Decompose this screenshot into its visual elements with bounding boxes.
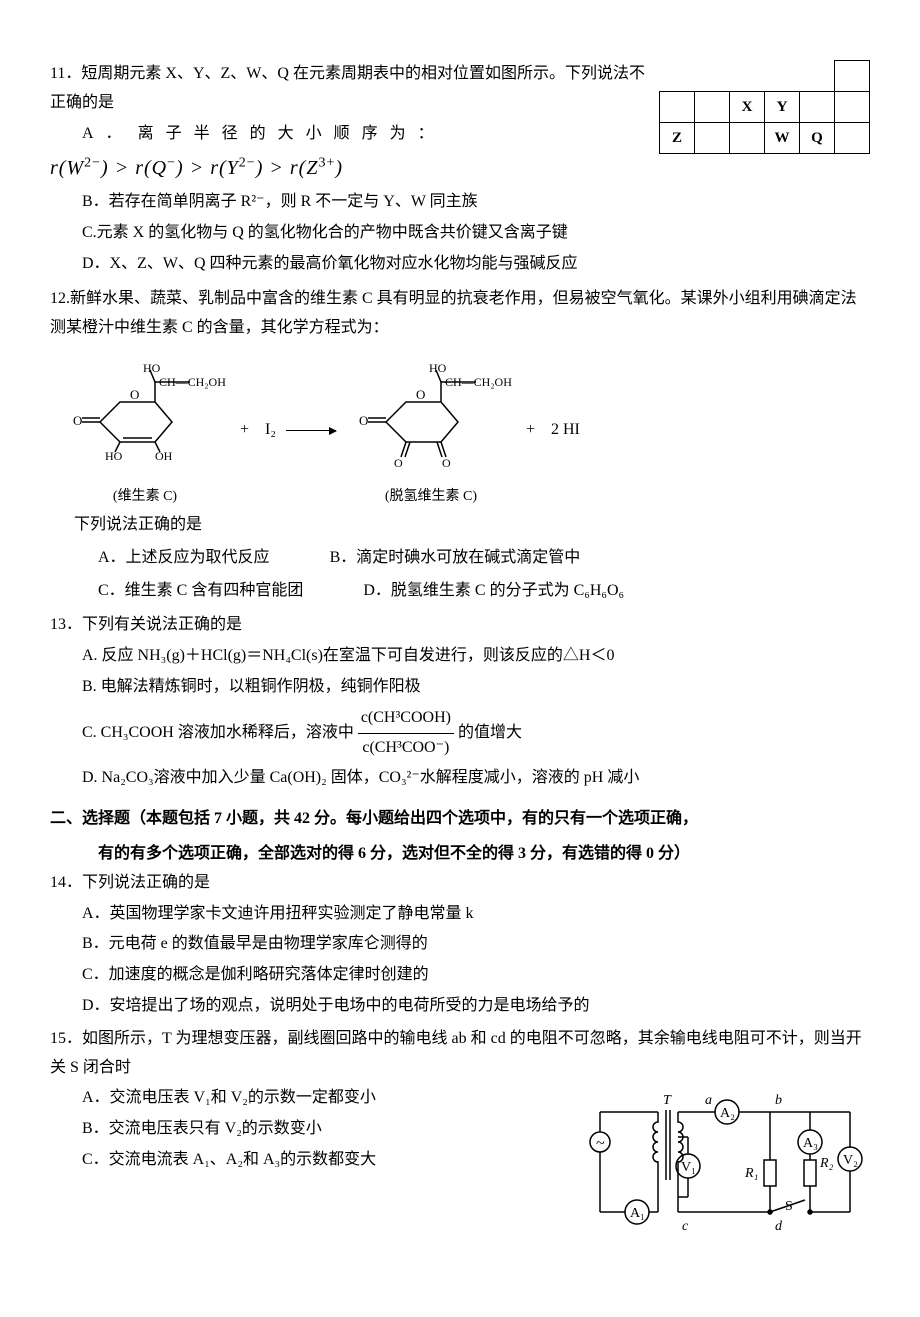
svg-text:a: a [705,1093,712,1108]
question-12: 12.新鲜水果、蔬菜、乳制品中富含的维生素 C 具有明显的抗衰老作用，但易被空气… [50,285,870,608]
cell-r2c2 [695,123,730,154]
svg-text:CH—CH₂OH: CH—CH₂OH [159,375,226,389]
q15-stem: 15．如图所示，T 为理想变压器，副线圈回路中的输电线 ab 和 cd 的电阻不… [50,1025,870,1083]
question-11: X Y Z W Q 11．短周期元素 X、Y、Z、W、Q 在元素周期表中的相对位… [50,60,870,281]
q11-formula: r(W2−) > r(Q−) > r(Y2−) > r(Z3+) [50,150,870,186]
q12-optD: D．脱氢维生素 C 的分子式为 C₆H₆O₆ [363,577,624,606]
svg-text:HO: HO [105,449,123,463]
svg-text:R₂: R₂ [819,1156,834,1171]
cell-Z: Z [660,123,695,154]
svg-text:b: b [775,1093,782,1108]
svg-text:A₃: A₃ [803,1136,818,1151]
q14-stem: 14．下列说法正确的是 [50,869,870,898]
q11-optD: D．X、Z、W、Q 四种元素的最高价氧化物对应水化物均能与强碱反应 [82,250,870,279]
svg-text:~: ~ [596,1135,605,1152]
svg-text:A₂: A₂ [720,1106,735,1121]
q14-optB: B．元电荷 e 的数值最早是由物理学家库仑测得的 [82,930,870,959]
svg-text:A₁: A₁ [630,1206,645,1221]
q13-optB: B. 电解法精炼铜时，以粗铜作阴极，纯铜作阳极 [82,673,870,702]
cell-r1c6 [835,92,870,123]
fraction: c(CH³COOH) c(CH³COO⁻) [358,704,454,763]
svg-text:S: S [785,1199,793,1214]
svg-text:OH: OH [155,449,173,463]
cell-Q: Q [800,123,835,154]
q11-optB: B．若存在简单阴离子 R²⁻，则 R 不一定与 Y、W 同主族 [82,188,870,217]
q13-optD: D. Na₂CO₃溶液中加入少量 Ca(OH)₂ 固体，CO₃²⁻水解程度减小，… [82,764,870,793]
cell-r1c5 [800,92,835,123]
svg-text:T: T [663,1093,672,1108]
cell-r1c2 [695,92,730,123]
q12-stem: 12.新鲜水果、蔬菜、乳制品中富含的维生素 C 具有明显的抗衰老作用，但易被空气… [50,285,870,343]
svg-text:c: c [682,1219,689,1234]
q14-optC: C．加速度的概念是伽利略研究落体定律时创建的 [82,961,870,990]
svg-text:O: O [130,387,139,402]
cell-top-right [835,61,870,92]
q14-optA: A．英国物理学家卡文迪许用扭秤实验测定了静电常量 k [82,900,870,929]
q12-optB: B．滴定时碘水可放在碱式滴定管中 [330,544,581,573]
periodic-table-figure: X Y Z W Q [649,60,870,154]
cell-r2c6 [835,123,870,154]
plus-i2: + I₂ [240,416,276,445]
question-14: 14．下列说法正确的是 A．英国物理学家卡文迪许用扭秤实验测定了静电常量 k B… [50,869,870,1021]
svg-text:CH—CH₂OH: CH—CH₂OH [445,375,512,389]
cell-W: W [765,123,800,154]
q12-bridge: 下列说法正确的是 [74,511,870,540]
svg-text:O: O [394,456,403,470]
svg-text:O: O [359,413,368,428]
cell-r1c1 [660,92,695,123]
cell-Y: Y [765,92,800,123]
svg-text:O: O [442,456,451,470]
question-15: 15．如图所示，T 为理想变压器，副线圈回路中的输电线 ab 和 cd 的电阻不… [50,1025,870,1253]
cell-X: X [730,92,765,123]
svg-text:O: O [73,413,82,428]
svg-text:R₁: R₁ [744,1166,758,1181]
q11-optC: C.元素 X 的氢化物与 Q 的氢化物化合的产物中既含共价键又含离子键 [82,219,870,248]
vitamin-c-structure: O O HO CH—CH₂OH HO OH (维生素 C) [60,352,230,509]
cell-r2c3 [730,123,765,154]
section-2-header-cont: 有的有多个选项正确，全部选对的得 6 分，选对但不全的得 3 分，有选错的得 0… [50,840,870,869]
svg-text:d: d [775,1219,783,1234]
q13-optA: A. 反应 NH₃(g)＋HCl(g)＝NH₄Cl(s)在室温下可自发进行，则该… [82,642,870,671]
q14-optD: D．安培提出了场的观点，说明处于电场中的电荷所受的力是电场给予的 [82,992,870,1021]
question-13: 13．下列有关说法正确的是 A. 反应 NH₃(g)＋HCl(g)＝NH₄Cl(… [50,611,870,793]
q12-optA: A．上述反应为取代反应 [98,544,270,573]
q13-optC: C. CH₃COOH 溶液加水稀释后，溶液中 c(CH³COOH) c(CH³C… [82,704,870,763]
circuit-diagram: ~ [570,1082,870,1253]
reaction-arrow-icon [286,430,336,431]
q13-stem: 13．下列有关说法正确的是 [50,611,870,640]
svg-text:O: O [416,387,425,402]
dehydro-vitamin-c-structure: O O HO CH—CH₂OH O O (脱氢维生素 C) [346,352,516,509]
plus-2hi: + 2 HI [526,416,580,445]
section-2-header: 二、选择题（本题包括 7 小题，共 42 分。每小题给出四个选项中，有的只有一个… [50,805,870,834]
q12-optC: C．维生素 C 含有四种官能团 [98,577,303,606]
chem-reaction: O O HO CH—CH₂OH HO OH (维生素 C) + I₂ [50,342,870,509]
svg-text:V₁: V₁ [681,1160,696,1175]
svg-text:V₂: V₂ [843,1153,858,1168]
svg-text:HO: HO [429,361,447,375]
periodic-table: X Y Z W Q [659,60,870,154]
